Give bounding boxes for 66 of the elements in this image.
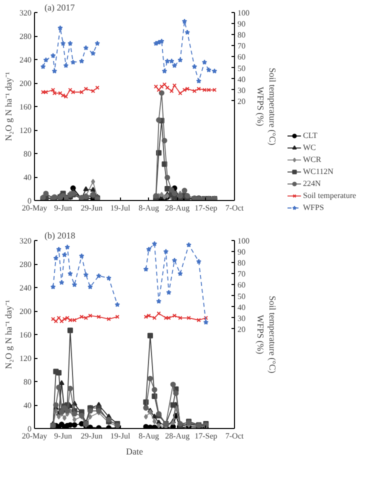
chart-title: (b) 2018 xyxy=(44,230,76,240)
y-tick-label: 80 xyxy=(24,150,32,158)
y-tick-label: 120 xyxy=(20,126,32,135)
y-tick-label: 240 xyxy=(20,284,32,292)
x-tick-label: 17-Sep xyxy=(194,204,218,212)
y2-tick-label: 20 xyxy=(238,324,246,334)
y-tick-label: 80 xyxy=(24,378,32,386)
y2-tick-label: 90 xyxy=(238,20,246,29)
y2-tick-label: 60 xyxy=(238,280,246,290)
legend-label: Soil temperature xyxy=(303,191,356,200)
y-tick-label: 320 xyxy=(20,236,32,246)
x-tick-label: 7-Oct xyxy=(225,204,244,212)
y2-axis-title: Soil temperature (°C) WFPS (%) xyxy=(256,296,278,374)
legend-label: 224N xyxy=(303,179,322,188)
y2-tick-label: 70 xyxy=(238,270,246,279)
y-tick-label: 200 xyxy=(20,79,32,88)
y-tick-label: 160 xyxy=(20,330,32,340)
legend-label: WC xyxy=(303,143,317,152)
y2-tick-label: 100 xyxy=(238,8,250,18)
y-axis-title: N₂O g N ha⁻¹ day⁻¹ xyxy=(4,300,14,370)
y2-tick-label: 80 xyxy=(238,258,246,268)
y2-tick-label: 40 xyxy=(238,302,246,312)
x-tick-label: 17-Sep xyxy=(194,432,218,440)
x-tick-label: 19-Jul xyxy=(110,432,131,440)
x-tick-label: 8-Aug xyxy=(138,204,160,212)
y-tick-label: 280 xyxy=(20,32,32,41)
x-tick-label: 9-Jun xyxy=(54,432,72,440)
y-tick-label: 40 xyxy=(24,401,32,410)
y2-tick-label: 60 xyxy=(238,52,246,62)
x-tick-label: 7-Oct xyxy=(225,432,244,440)
legend-label: WC112N xyxy=(303,167,334,176)
legend-label: CLT xyxy=(303,131,318,140)
y2-tick-label: 80 xyxy=(238,30,246,40)
y2-tick-label: 50 xyxy=(238,64,246,73)
legend-label: WCR xyxy=(303,155,322,164)
y-tick-label: 200 xyxy=(20,307,32,316)
x-tick-label: 28-Aug xyxy=(165,432,190,440)
y2-tick-label: 50 xyxy=(238,292,246,301)
y-axis-title: N₂O g N ha⁻¹ day⁻¹ xyxy=(4,72,14,142)
y-tick-label: 40 xyxy=(24,173,32,182)
y-tick-label: 240 xyxy=(20,56,32,64)
x-tick-label: 20-May xyxy=(22,204,48,212)
y2-tick-label: 30 xyxy=(238,314,246,323)
x-tick-label: 9-Jun xyxy=(54,204,72,212)
y-tick-label: 120 xyxy=(20,354,32,363)
y2-tick-label: 30 xyxy=(238,86,246,95)
x-tick-label: 20-May xyxy=(22,432,48,440)
y2-tick-label: 70 xyxy=(238,42,246,51)
x-tick-label: 19-Jul xyxy=(110,204,131,212)
y-tick-label: 320 xyxy=(20,8,32,18)
y-tick-label: 280 xyxy=(20,260,32,269)
y2-tick-label: 90 xyxy=(238,248,246,257)
x-tick-label: 28-Aug xyxy=(165,204,190,212)
y-tick-label: 0 xyxy=(28,196,32,206)
x-tick-label: 8-Aug xyxy=(138,432,160,440)
y-tick-label: 0 xyxy=(28,424,32,434)
y2-tick-label: 100 xyxy=(238,236,250,246)
y-tick-label: 160 xyxy=(20,102,32,112)
y2-tick-label: 40 xyxy=(238,74,246,84)
x-tick-label: 29-Jun xyxy=(80,432,103,440)
y2-tick-label: 20 xyxy=(238,96,246,106)
x-tick-label: 29-Jun xyxy=(80,204,103,212)
x-axis-title: Date xyxy=(126,446,144,456)
y2-axis-title: Soil temperature (°C) WFPS (%) xyxy=(256,68,278,146)
chart-title: (a) 2017 xyxy=(44,2,76,12)
legend-label: WFPS xyxy=(303,203,324,212)
